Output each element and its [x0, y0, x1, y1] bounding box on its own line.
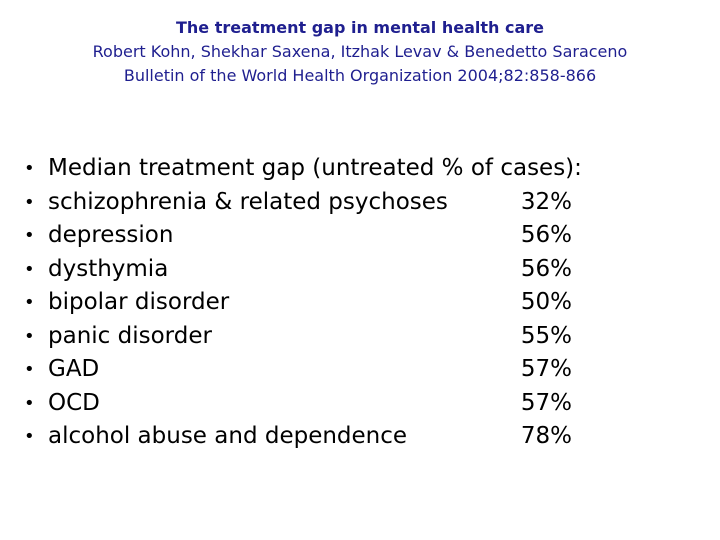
- list-item: • schizophrenia & related psychoses 32%: [24, 186, 684, 220]
- item-value: 57%: [520, 389, 572, 416]
- item-value: 55%: [520, 322, 572, 349]
- bullet: •: [24, 359, 35, 380]
- bullet-list: • Median treatment gap (untreated % of ca…: [24, 152, 684, 454]
- bullet: •: [24, 325, 35, 347]
- bullet: •: [24, 258, 35, 280]
- list-item: • dysthymia 56%: [24, 253, 684, 287]
- item-label: schizophrenia & related psychoses: [48, 188, 448, 215]
- list-item: • OCD 57%: [24, 387, 684, 421]
- intro-text: Median treatment gap (untreated % of cas…: [48, 155, 582, 181]
- item-value: 50%: [520, 289, 572, 315]
- title: The treatment gap in mental health care: [176, 18, 544, 37]
- bullet: •: [24, 292, 35, 313]
- item-label: alcohol abuse and dependence: [48, 423, 408, 449]
- item-label: panic disorder: [48, 322, 212, 349]
- bullet: •: [24, 225, 35, 246]
- list-item: • depression 56%: [24, 219, 684, 253]
- item-label: OCD: [48, 389, 100, 416]
- citation: Bulletin of the World Health Organizatio…: [123, 66, 597, 85]
- item-value: 78%: [520, 423, 572, 449]
- bullet: •: [24, 426, 35, 447]
- item-value: 56%: [520, 222, 572, 248]
- bullet: •: [24, 158, 35, 179]
- item-label: GAD: [48, 356, 100, 382]
- authors: Robert Kohn, Shekhar Saxena, Itzhak Leva…: [92, 42, 628, 61]
- item-value: 32%: [520, 188, 572, 215]
- list-item: • panic disorder 55%: [24, 320, 684, 354]
- list-item: • Median treatment gap (untreated % of ca…: [24, 152, 684, 186]
- list-item: • bipolar disorder 50%: [24, 286, 684, 320]
- item-label: dysthymia: [48, 255, 169, 282]
- list-item: • GAD 57%: [24, 353, 684, 387]
- bullet: •: [24, 191, 35, 213]
- item-label: depression: [48, 222, 174, 248]
- item-value: 57%: [520, 356, 572, 382]
- item-value: 56%: [520, 255, 572, 282]
- item-label: bipolar disorder: [48, 289, 230, 315]
- bullet: •: [24, 392, 35, 414]
- list-item: • alcohol abuse and dependence 78%: [24, 420, 684, 454]
